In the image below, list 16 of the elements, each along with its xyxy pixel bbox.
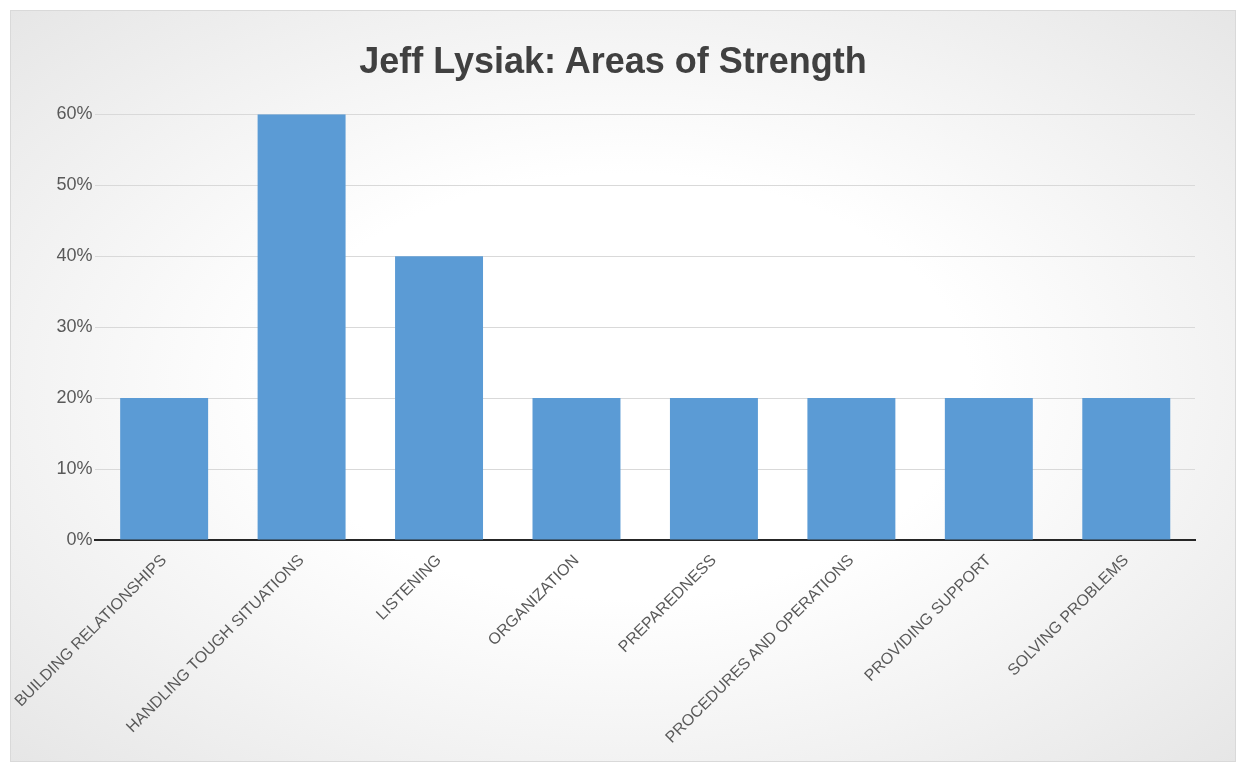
bar — [120, 398, 209, 540]
bar — [257, 114, 346, 540]
y-tick-label: 60% — [56, 103, 93, 124]
bar — [1082, 398, 1171, 540]
y-tick-label: 40% — [56, 245, 93, 266]
y-tick-label: 10% — [56, 458, 93, 479]
chart-title: Jeff Lysiak: Areas of Strength — [359, 39, 867, 81]
bar — [669, 398, 758, 540]
bar — [532, 398, 621, 540]
y-tick-label: 20% — [56, 387, 93, 408]
y-tick-label: 30% — [56, 316, 93, 337]
bar — [807, 398, 896, 540]
y-tick-label: 50% — [56, 174, 93, 195]
bar — [395, 256, 484, 540]
y-tick-label: 0% — [66, 529, 93, 550]
bar — [944, 398, 1033, 540]
